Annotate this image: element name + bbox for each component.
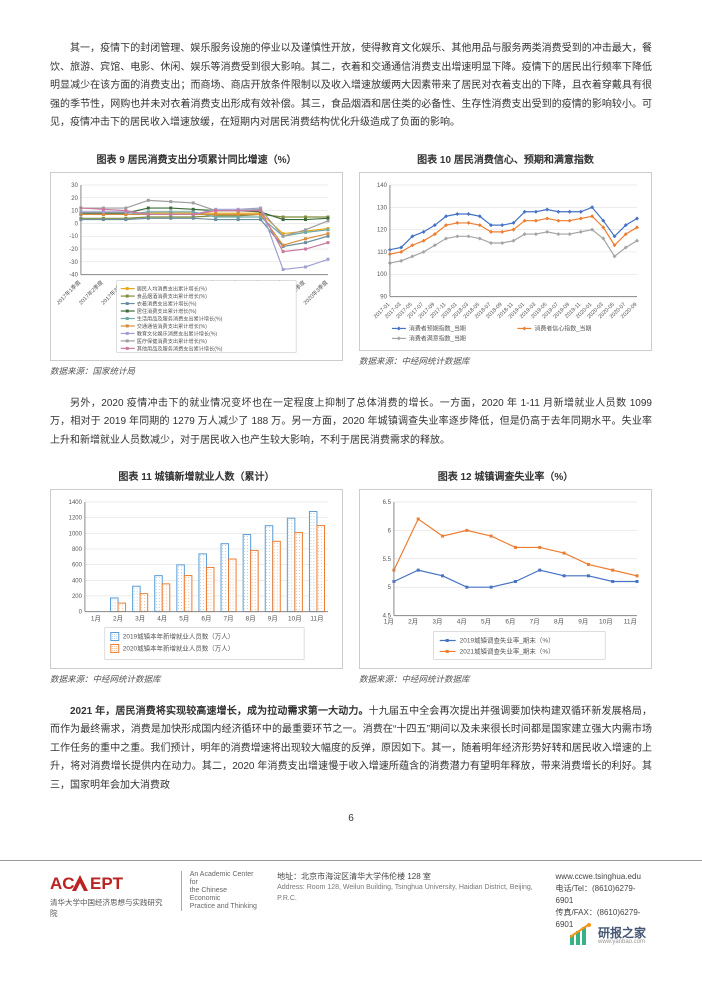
chart-9-source: 数据来源：国家统计局 [50,365,343,377]
svg-text:0: 0 [79,610,83,616]
watermark-icon [568,923,594,949]
chart-11-title: 图表 11 城镇新增就业人数（累计） [50,468,343,483]
svg-text:5月: 5月 [179,615,189,623]
svg-text:7月: 7月 [224,615,234,623]
svg-text:11月: 11月 [624,618,637,626]
paragraph-2: 另外，2020 疫情冲击下的就业情况变坏也在一定程度上抑制了总体消费的增长。一方… [50,395,652,451]
svg-text:5.5: 5.5 [383,557,392,563]
svg-text:-20: -20 [69,247,78,253]
svg-text:6: 6 [388,529,392,535]
svg-text:100: 100 [377,272,388,278]
svg-text:5月: 5月 [481,618,491,626]
chart-9-title: 图表 9 居民消费支出分项累计同比增速（%） [50,151,343,166]
svg-text:食品烟酒消费支出累计增长(%): 食品烟酒消费支出累计增长(%) [137,292,207,300]
chart-12-source: 数据来源：中经网统计数据库 [359,673,652,685]
footer-contact: www.ccwe.tsinghua.edu 电话/Tel：(8610)6279-… [556,871,652,931]
svg-text:400: 400 [72,579,83,585]
svg-text:200: 200 [72,594,83,600]
svg-text:3月: 3月 [135,615,145,623]
svg-text:生活用品及服务消费支出累计增长(%): 生活用品及服务消费支出累计增长(%) [137,314,223,322]
svg-text:-40: -40 [69,272,78,278]
footer-logo: AC EPT 清华大学中国经济思想与实践研究院 [50,871,163,919]
svg-text:2020年3季度: 2020年3季度 [301,278,329,306]
svg-text:2月: 2月 [408,618,418,626]
svg-text:4月: 4月 [457,618,467,626]
svg-text:1月: 1月 [384,618,394,626]
svg-text:2019城镇调查失业率_期末（%）: 2019城镇调查失业率_期末（%） [460,636,555,645]
svg-text:4月: 4月 [157,615,167,623]
svg-text:10: 10 [71,208,78,214]
page-number: 6 [50,813,652,824]
svg-text:600: 600 [72,563,83,569]
chart-11: 0 200 400 600 800 1000 1200 1400 1月 2月 3月 4月 5月 6月 7月 8… [50,489,343,668]
svg-text:11月: 11月 [310,615,323,623]
svg-text:120: 120 [377,227,388,233]
chart-11-source: 数据来源：中经网统计数据库 [50,673,343,685]
paragraph-1: 其一，疫情下的封闭管理、娱乐服务设施的停业以及谨慎性开放，使得教育文化娱乐、其他… [50,40,652,133]
svg-text:EPT: EPT [90,874,124,893]
svg-text:90: 90 [380,294,387,300]
svg-text:消费者信心指数_当期: 消费者信心指数_当期 [534,324,591,332]
svg-text:2月: 2月 [113,615,123,623]
svg-text:衣着消费支出累计增长(%): 衣着消费支出累计增长(%) [137,299,197,307]
paragraph-3: 2021 年，居民消费将实现较高速增长，成为拉动需求第一大动力。十九届五中全会再… [50,703,652,796]
svg-text:3月: 3月 [432,618,442,626]
svg-text:1200: 1200 [69,516,83,522]
chart-9: -40-30-20-1001020302017年1季度2017年2季度2017年… [50,172,343,361]
svg-text:1月: 1月 [91,615,101,623]
svg-text:8月: 8月 [246,615,256,623]
svg-text:居民人均消费支出累计增长(%): 居民人均消费支出累计增长(%) [137,284,207,292]
svg-text:消费者满意指数_当期: 消费者满意指数_当期 [409,334,466,342]
chart-10: 901001101201301402017-012017-032017-0520… [359,172,652,351]
svg-text:5: 5 [388,586,392,592]
svg-text:交通通信消费支出累计增长(%): 交通通信消费支出累计增长(%) [137,321,207,329]
svg-text:7月: 7月 [530,618,540,626]
svg-text:140: 140 [377,182,388,188]
paragraph-3-rest: 十九届五中全会再次提出并强调要加快构建双循环新发展格局，而作为最终需求，消费是加… [50,706,652,791]
svg-text:1000: 1000 [69,532,83,538]
chart-12: 4.555.566.51月2月3月4月5月6月7月8月9月10月11月2019城… [359,489,652,668]
chart-row-2: 图表 11 城镇新增就业人数（累计） 0 200 400 600 800 1000 1200… [50,468,652,684]
accept-logo-icon: AC EPT [50,871,140,895]
svg-text:8月: 8月 [554,618,564,626]
svg-text:800: 800 [72,547,83,553]
svg-text:20: 20 [71,195,78,201]
footer-logo-sub: An Academic Center for the Chinese Econo… [181,871,259,911]
svg-text:-10: -10 [69,234,78,240]
watermark: 研报之家 www.yanbao.com [568,923,646,949]
svg-text:6.5: 6.5 [383,500,392,506]
chart-10-source: 数据来源：中经网统计数据库 [359,355,652,367]
svg-text:6月: 6月 [505,618,515,626]
svg-text:9月: 9月 [268,615,278,623]
svg-text:1400: 1400 [69,500,83,506]
svg-text:消费者预期指数_当期: 消费者预期指数_当期 [409,324,466,332]
svg-text:30: 30 [71,182,78,188]
svg-text:-30: -30 [69,259,78,265]
chart-row-1: 图表 9 居民消费支出分项累计同比增速（%） -40 -30 -20 -10 0 10 20… [50,151,652,377]
svg-text:9月: 9月 [578,618,588,626]
svg-text:2021城镇调查失业率_期末（%）: 2021城镇调查失业率_期末（%） [460,647,555,656]
svg-text:其他用品及服务消费支出累计增长(%): 其他用品及服务消费支出累计增长(%) [137,344,223,352]
svg-text:130: 130 [377,205,388,211]
svg-text:0: 0 [75,221,79,227]
paragraph-3-bold: 2021 年，居民消费将实现较高速增长，成为拉动需求第一大动力。 [70,706,369,717]
svg-text:10月: 10月 [288,615,302,623]
svg-text:2020城镇本年新增就业人员数（万人）: 2020城镇本年新增就业人员数（万人） [123,644,234,653]
svg-text:教育文化娱乐消费支出累计增长(%): 教育文化娱乐消费支出累计增长(%) [137,329,218,337]
svg-text:110: 110 [377,249,387,255]
svg-text:医疗保健消费支出累计增长(%): 医疗保健消费支出累计增长(%) [137,336,207,344]
svg-text:2019城镇本年新增就业人员数（万人）: 2019城镇本年新增就业人员数（万人） [123,632,234,641]
footer-org-cn: 清华大学中国经济思想与实践研究院 [50,897,163,919]
svg-text:居住消费支出累计增长(%): 居住消费支出累计增长(%) [137,307,197,315]
svg-text:6月: 6月 [201,615,211,623]
chart-12-title: 图表 12 城镇调查失业率（%） [359,468,652,483]
page-footer: AC EPT 清华大学中国经济思想与实践研究院 An Academic Cent… [0,860,702,945]
footer-address: 地址：北京市海淀区清华大学伟伦楼 128 室 Address: Room 128… [277,871,537,904]
svg-text:10月: 10月 [599,618,613,626]
svg-text:AC: AC [50,874,75,893]
chart-10-title: 图表 10 居民消费信心、预期和满意指数 [359,151,652,166]
